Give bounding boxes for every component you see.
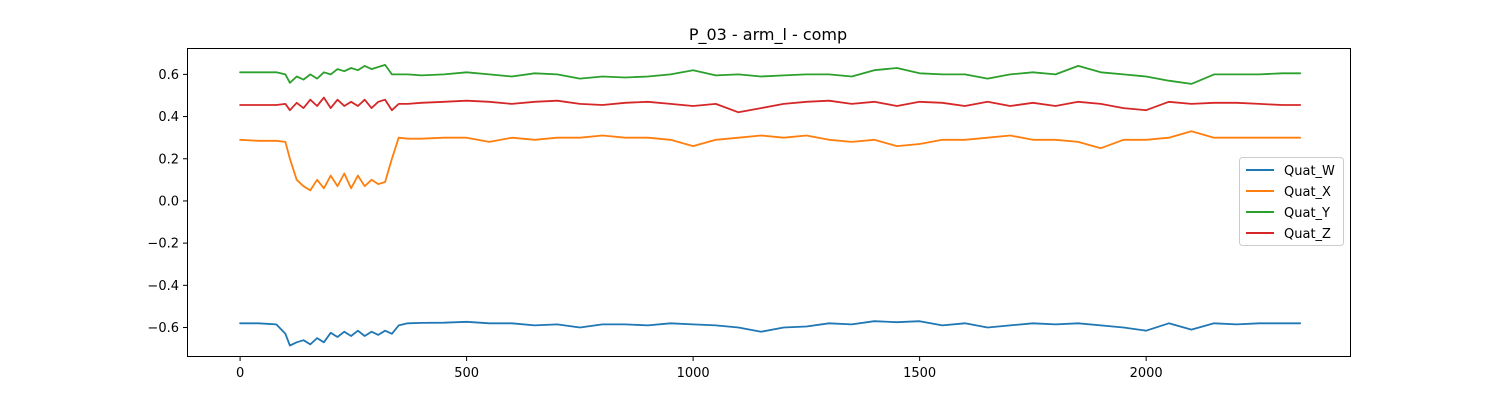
legend-label-quat-y: Quat_Y — [1284, 206, 1330, 221]
y-tick-label: 0.0 — [158, 194, 179, 209]
series-line-quat-w — [239, 320, 1302, 347]
x-tick-label: 0 — [236, 366, 244, 381]
x-tick-label: 2000 — [1130, 366, 1163, 381]
x-tick-label: 1500 — [903, 366, 936, 381]
y-axis-ticks: −0.6 −0.4 −0.2 0.0 0.2 0.4 0.6 — [147, 68, 188, 336]
axes-layer — [187, 48, 1351, 357]
series-line-quat-z — [239, 96, 1302, 114]
plot-frame — [187, 48, 1351, 357]
y-tick-label: 0.4 — [158, 110, 179, 125]
legend-label-quat-w: Quat_W — [1284, 164, 1335, 179]
legend-label-quat-z: Quat_Z — [1284, 227, 1331, 242]
y-tick-label: −0.4 — [147, 279, 179, 294]
y-tick-label: −0.2 — [147, 237, 179, 252]
x-axis-ticks: 0 500 1000 1500 2000 — [236, 356, 1163, 381]
x-tick-label: 1000 — [677, 366, 710, 381]
y-tick-label: −0.6 — [147, 321, 179, 336]
y-tick-label: 0.2 — [158, 152, 179, 167]
legend-box — [1239, 157, 1344, 246]
legend-label-quat-x: Quat_X — [1284, 185, 1331, 200]
series-line-quat-y — [239, 64, 1302, 85]
series-line-quat-x — [239, 130, 1302, 192]
legend: Quat_W Quat_X Quat_Y Quat_Z — [1239, 157, 1344, 246]
series-layer — [239, 64, 1302, 347]
chart-title: P_03 - arm_l - comp — [689, 25, 847, 45]
x-tick-label: 500 — [454, 366, 479, 381]
y-tick-label: 0.6 — [158, 68, 179, 83]
